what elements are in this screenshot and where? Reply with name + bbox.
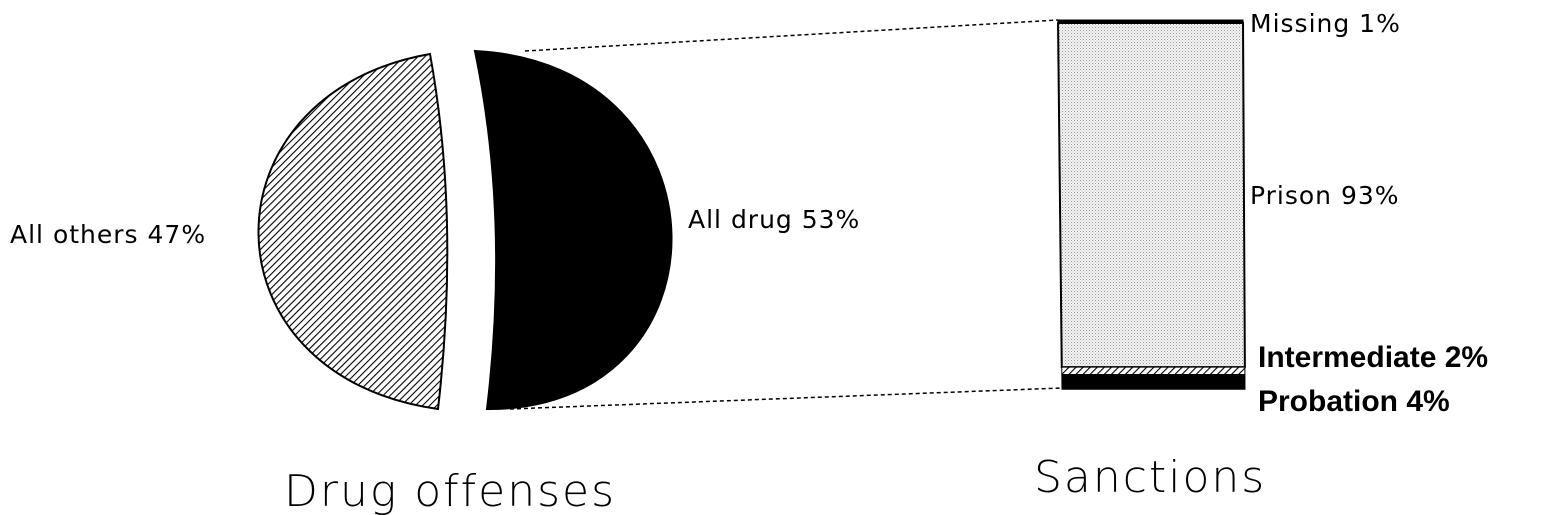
bar-segment-probation — [1061, 374, 1246, 390]
bar-label-missing: Missing 1% — [1250, 9, 1401, 38]
caption-sanctions: Sanctions — [1034, 452, 1266, 503]
caption-drug-offenses: Drug offenses — [284, 466, 616, 515]
connector-line-bottom — [509, 387, 1063, 410]
pie-slice-all-drug — [473, 49, 673, 411]
bar-segment-intermediate — [1061, 366, 1246, 375]
pie-label-all-drug: All drug 53% — [688, 205, 860, 234]
bar-label-intermediate: Intermediate 2% — [1258, 341, 1488, 374]
pie-label-all-others: All others 47% — [10, 220, 206, 249]
pie-slice-all-others — [257, 52, 449, 411]
bar-label-probation: Probation 4% — [1258, 385, 1450, 418]
connector-line-top — [524, 19, 1059, 52]
bar-segment-prison — [1057, 22, 1246, 369]
bar-label-prison: Prison 93% — [1250, 181, 1400, 210]
sanctions-bar — [1057, 19, 1246, 390]
